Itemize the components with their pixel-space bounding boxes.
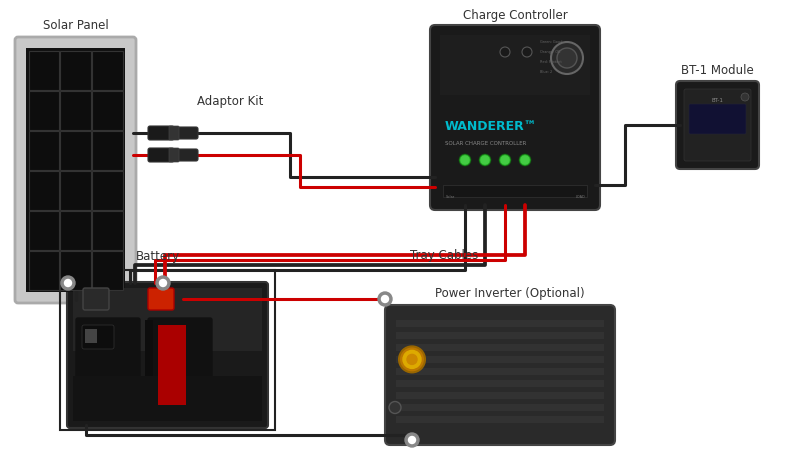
Circle shape	[461, 156, 469, 164]
Circle shape	[403, 350, 421, 368]
Bar	[29, 250, 59, 290]
Bar	[443, 185, 587, 197]
FancyBboxPatch shape	[684, 89, 751, 161]
Bar	[60, 270, 275, 430]
Bar	[60, 91, 91, 129]
Circle shape	[156, 276, 170, 290]
Bar	[396, 332, 604, 339]
Circle shape	[459, 154, 471, 166]
Bar	[396, 356, 604, 363]
Bar	[29, 130, 59, 170]
Text: BT-1 Module: BT-1 Module	[681, 64, 754, 77]
Bar	[73, 288, 262, 351]
FancyBboxPatch shape	[174, 127, 198, 139]
Bar	[60, 130, 91, 170]
Bar	[29, 170, 59, 210]
Bar	[396, 392, 604, 399]
Circle shape	[409, 437, 415, 444]
Circle shape	[65, 280, 71, 286]
Bar	[92, 211, 122, 249]
FancyBboxPatch shape	[83, 288, 109, 310]
Circle shape	[389, 402, 401, 413]
FancyBboxPatch shape	[26, 48, 125, 292]
Text: Red: Protect: Red: Protect	[540, 60, 562, 64]
Circle shape	[551, 42, 583, 74]
Bar	[396, 368, 604, 375]
Bar	[29, 91, 59, 129]
FancyBboxPatch shape	[430, 25, 600, 210]
Circle shape	[557, 48, 577, 68]
Bar	[60, 211, 91, 249]
Bar	[29, 211, 59, 249]
Circle shape	[501, 156, 509, 164]
Text: SOLAR CHARGE CONTROLLER: SOLAR CHARGE CONTROLLER	[445, 141, 526, 146]
Bar	[73, 376, 262, 421]
Bar	[396, 404, 604, 411]
Circle shape	[481, 156, 489, 164]
Circle shape	[61, 276, 75, 290]
Bar	[92, 50, 122, 90]
FancyBboxPatch shape	[148, 288, 174, 310]
Circle shape	[407, 354, 417, 364]
Text: Orange: OK: Orange: OK	[540, 50, 560, 54]
FancyBboxPatch shape	[76, 318, 140, 412]
Text: Solar Panel: Solar Panel	[42, 19, 108, 32]
Circle shape	[522, 47, 532, 57]
FancyBboxPatch shape	[148, 148, 174, 162]
Bar	[60, 170, 91, 210]
Circle shape	[159, 280, 166, 286]
Bar	[396, 380, 604, 387]
Bar	[92, 250, 122, 290]
FancyBboxPatch shape	[148, 126, 174, 140]
FancyBboxPatch shape	[148, 318, 212, 412]
Circle shape	[521, 156, 529, 164]
FancyBboxPatch shape	[145, 320, 153, 410]
FancyBboxPatch shape	[67, 282, 268, 428]
Bar	[92, 130, 122, 170]
Text: Green: Good: Green: Good	[540, 40, 562, 44]
Text: LOAD: LOAD	[575, 195, 585, 199]
Circle shape	[499, 154, 511, 166]
Bar	[60, 50, 91, 90]
Text: Battery: Battery	[135, 250, 179, 263]
Bar	[396, 416, 604, 423]
FancyBboxPatch shape	[385, 305, 615, 445]
Bar	[60, 250, 91, 290]
Bar	[158, 325, 186, 405]
Text: WANDERER™: WANDERER™	[445, 120, 538, 133]
Circle shape	[405, 433, 419, 447]
FancyBboxPatch shape	[15, 37, 136, 303]
Bar	[92, 91, 122, 129]
Text: Blue: 2: Blue: 2	[540, 70, 552, 74]
Circle shape	[382, 296, 389, 303]
FancyBboxPatch shape	[174, 149, 198, 161]
Bar	[29, 50, 59, 90]
Bar	[92, 170, 122, 210]
Circle shape	[399, 347, 425, 372]
Circle shape	[519, 154, 531, 166]
FancyBboxPatch shape	[440, 35, 590, 95]
Bar	[396, 344, 604, 351]
FancyBboxPatch shape	[82, 325, 114, 349]
Bar	[85, 329, 97, 343]
FancyBboxPatch shape	[169, 148, 179, 162]
Circle shape	[741, 93, 749, 101]
FancyBboxPatch shape	[689, 104, 746, 134]
Text: Tray Cables: Tray Cables	[410, 249, 478, 262]
FancyBboxPatch shape	[169, 126, 179, 140]
Text: Charge Controller: Charge Controller	[462, 9, 567, 22]
Circle shape	[479, 154, 491, 166]
Text: BT-1: BT-1	[711, 99, 723, 104]
Circle shape	[378, 292, 392, 306]
Text: Solar: Solar	[446, 195, 454, 199]
FancyBboxPatch shape	[676, 81, 759, 169]
Text: Power Inverter (Optional): Power Inverter (Optional)	[435, 287, 585, 300]
Text: Adaptor Kit: Adaptor Kit	[197, 95, 263, 108]
Circle shape	[500, 47, 510, 57]
Bar	[396, 320, 604, 327]
